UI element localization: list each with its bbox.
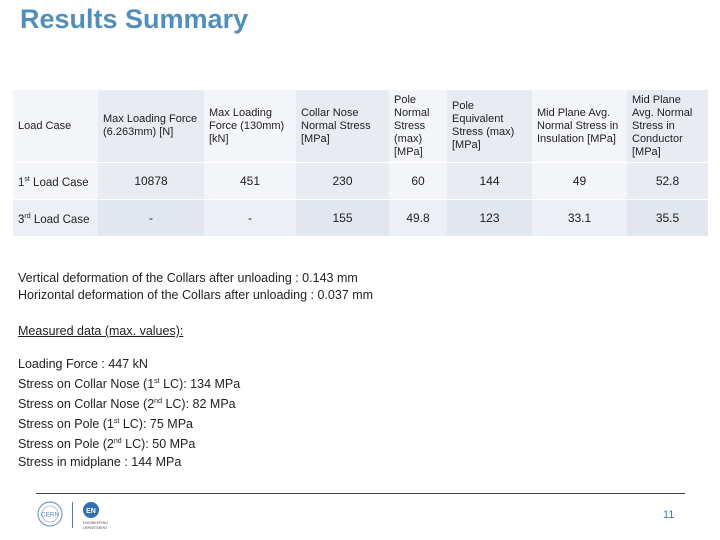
en-logo-text: EN: [86, 508, 96, 515]
measured-text: LC): 75 MPa: [119, 417, 193, 432]
measured-text: LC): 50 MPa: [121, 437, 196, 452]
measured-data-heading: Measured data (max. values):: [18, 324, 184, 338]
table-cell: 60: [389, 162, 447, 200]
deformation-block: Vertical deformation of the Collars afte…: [18, 270, 373, 304]
row-label-rest: Load Case: [29, 176, 89, 189]
table-cell: 451: [204, 162, 296, 200]
en-logo-sub-2: DEPARTMENT: [83, 526, 108, 530]
table-cell: 33.1: [532, 199, 627, 236]
measured-text: Stress on Collar Nose (2: [18, 397, 155, 412]
table-cell: 52.8: [627, 162, 708, 200]
table-row: 3rd Load Case - - 155 49.8 123 33.1 35.5: [13, 199, 708, 236]
row-label-sup: st: [24, 175, 30, 183]
table-header-row: Load Case Max Loading Force (6.263mm) [N…: [13, 90, 708, 163]
measured-text: Stress on Collar Nose (1: [18, 377, 155, 392]
measured-collar-nose-1st: Stress on Collar Nose (1st LC): 134 MPa: [18, 373, 240, 393]
header-max-loading-force-130mm: Max Loading Force (130mm) [kN]: [204, 90, 296, 163]
table-cell: 155: [296, 199, 389, 236]
header-midplane-conductor-stress: Mid Plane Avg. Normal Stress in Conducto…: [627, 90, 708, 163]
measured-text: LC): 82 MPa: [161, 397, 236, 412]
header-max-loading-force-6mm: Max Loading Force (6.263mm) [N]: [98, 90, 204, 163]
measured-text: LC): 134 MPa: [159, 377, 241, 392]
header-midplane-insulation-stress: Mid Plane Avg. Normal Stress in Insulati…: [532, 90, 627, 163]
row-label-num: 1: [18, 176, 25, 189]
table-cell: -: [204, 199, 296, 236]
measured-data-list: Loading Force : 447 kN Stress on Collar …: [18, 356, 240, 471]
table-cell: 10878: [98, 162, 204, 200]
page-title: Results Summary: [20, 4, 249, 34]
table-cell: 49.8: [389, 199, 447, 236]
table-cell: 35.5: [627, 199, 708, 236]
row-label-sup: rd: [24, 212, 31, 220]
measured-pole-1st: Stress on Pole (1st LC): 75 MPa: [18, 413, 240, 433]
table-cell: -: [98, 199, 204, 236]
horizontal-deformation-text: Horizontal deformation of the Collars af…: [18, 288, 374, 302]
table-cell: 49: [532, 162, 627, 200]
header-collar-nose-stress: Collar Nose Normal Stress [MPa]: [296, 90, 389, 163]
row-label-rest: Load Case: [30, 213, 90, 226]
header-pole-equivalent-stress: Pole Equivalent Stress (max) [MPa]: [447, 90, 532, 163]
row-label-load-case: 1st Load Case: [13, 162, 98, 200]
measured-loading-force: Loading Force : 447 kN: [18, 357, 148, 371]
results-table: Load Case Max Loading Force (6.263mm) [N…: [13, 90, 708, 236]
measured-collar-nose-2nd: Stress on Collar Nose (2nd LC): 82 MPa: [18, 393, 240, 413]
cern-logo-text: CERN: [41, 512, 60, 519]
en-department-logo: EN ENGINEERING DEPARTMENT: [83, 502, 108, 530]
cern-logo: CERN: [37, 501, 63, 527]
measured-sup: st: [113, 418, 120, 426]
en-logo-sub-1: ENGINEERING: [83, 521, 108, 525]
measured-text: Stress on Pole (2: [18, 437, 114, 452]
vertical-deformation-text: Vertical deformation of the Collars afte…: [18, 271, 358, 285]
header-load-case: Load Case: [13, 90, 98, 163]
row-label-num: 3: [18, 213, 25, 226]
measured-pole-2nd: Stress on Pole (2nd LC): 50 MPa: [18, 433, 240, 453]
measured-text: Stress on Pole (1: [18, 417, 114, 432]
measured-sup: nd: [113, 438, 122, 446]
measured-sup: nd: [154, 398, 162, 406]
header-pole-normal-stress: Pole Normal Stress (max) [MPa]: [389, 90, 447, 163]
measured-midplane: Stress in midplane : 144 MPa: [18, 454, 182, 469]
measured-sup: st: [154, 378, 160, 385]
page-number: 11: [663, 509, 675, 521]
row-label-load-case: 3rd Load Case: [13, 199, 98, 236]
table-cell: 144: [447, 162, 532, 200]
table-row: 1st Load Case 10878 451 230 60 144 49 52…: [13, 162, 708, 200]
logo-separator: [72, 502, 73, 528]
table-cell: 123: [447, 199, 532, 236]
footer-divider: [36, 493, 685, 494]
table-cell: 230: [296, 162, 389, 200]
